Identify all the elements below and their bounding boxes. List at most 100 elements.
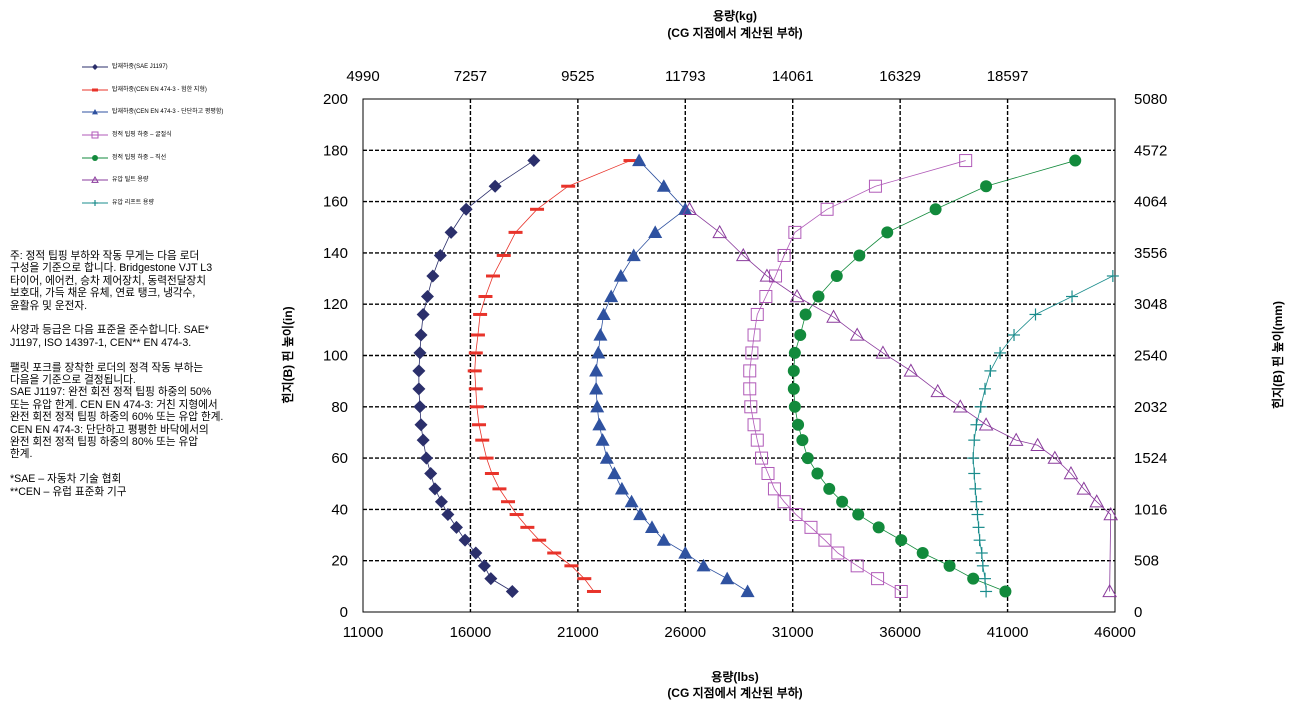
data-point (420, 290, 434, 304)
right-tick-label: 4064 (1134, 194, 1167, 211)
series-layer (412, 153, 1119, 598)
data-point (589, 381, 604, 395)
top-tick-label: 4990 (346, 68, 379, 85)
top-tick-label: 14061 (772, 68, 814, 85)
data-point (428, 482, 442, 496)
right-tick-label: 1524 (1134, 450, 1167, 467)
bottom-tick-label: 31000 (772, 624, 814, 641)
data-point (777, 495, 791, 509)
series-line (793, 160, 1076, 592)
data-point (1063, 465, 1079, 480)
series-4 (743, 154, 973, 598)
data-point (747, 418, 761, 432)
legend-swatch (82, 176, 108, 184)
data-point (787, 364, 800, 377)
data-point (967, 452, 980, 465)
data-point (624, 494, 639, 508)
legend-label: 탑재하중(CEN EN 474-3 - 험한 지형) (112, 86, 207, 93)
data-point (744, 400, 758, 414)
top-axis-title-line1: 용량(kg) (713, 8, 757, 23)
data-point (747, 328, 761, 342)
right-axis-title: 힌지(B) 핀 높이(mm) (1270, 301, 1285, 409)
note-paragraph-1: 주: 정적 팁핑 부하와 작동 무게는 다음 로더 구성을 기준으로 합니다. … (10, 250, 213, 312)
data-point (720, 571, 735, 585)
bottom-tick-label: 21000 (557, 624, 599, 641)
grid (362, 98, 1116, 613)
data-point (626, 248, 641, 262)
series-1 (412, 154, 541, 598)
left-tick-label: 20 (331, 553, 348, 570)
left-tick-label: 200 (323, 91, 348, 108)
top-tick-label: 9525 (561, 68, 594, 85)
right-tick-label: 2540 (1134, 348, 1167, 365)
data-point (735, 247, 751, 262)
data-point (596, 307, 611, 321)
data-point (759, 268, 775, 282)
left-tick-label: 100 (323, 348, 348, 365)
data-point (787, 382, 800, 395)
legend-item: 탑재하중(SAE J1197) (80, 56, 223, 79)
right-tick-label: 2032 (1134, 399, 1167, 416)
legend-swatch (82, 131, 108, 139)
data-point (980, 585, 993, 598)
data-point (613, 268, 628, 282)
data-point (449, 520, 463, 534)
data-point (971, 508, 984, 521)
bottom-axis-title-line2: (CG 지점에서 계산된 부하) (667, 685, 802, 700)
data-point (994, 346, 1007, 359)
series-3 (589, 153, 755, 598)
data-point (872, 521, 885, 534)
note-paragraph-2: 사양과 등급은 다음 표준을 준수합니다. SAE* J1197, ISO 14… (10, 324, 209, 349)
data-point (975, 547, 988, 560)
data-point (424, 466, 438, 480)
left-tick-label: 0 (340, 604, 348, 621)
data-point (416, 307, 430, 321)
legend-marker (92, 154, 98, 161)
data-point (761, 466, 775, 480)
left-tick-label: 160 (323, 194, 348, 211)
data-point (644, 520, 659, 533)
data-point (868, 179, 882, 193)
legend-swatch (82, 199, 108, 206)
data-point (599, 451, 614, 464)
data-point (426, 269, 440, 283)
data-point (794, 328, 807, 341)
data-point (750, 433, 764, 447)
data-point (811, 467, 824, 480)
data-point (477, 559, 491, 573)
data-point (1047, 450, 1063, 464)
data-point (1069, 154, 1082, 167)
data-point (441, 508, 455, 522)
data-point (820, 202, 834, 216)
data-point (759, 290, 773, 304)
data-point (801, 452, 814, 465)
data-point (1102, 583, 1117, 598)
data-point (799, 308, 812, 321)
data-point (743, 364, 757, 378)
right-tick-label: 3556 (1134, 245, 1167, 262)
right-tick-label: 4572 (1134, 142, 1167, 159)
data-point (973, 534, 986, 547)
legend-label: 정적 팁핑 하중 – 굴절식 (112, 132, 172, 139)
legend-swatch (82, 64, 108, 71)
data-point (632, 153, 647, 167)
bottom-tick-label: 46000 (1094, 624, 1136, 641)
left-tick-label: 180 (323, 142, 348, 159)
data-point (696, 558, 711, 572)
data-point (943, 559, 956, 572)
data-point (796, 434, 809, 447)
data-point (788, 225, 802, 239)
data-point (1066, 290, 1079, 303)
data-point (881, 226, 894, 239)
top-tick-label: 11793 (665, 68, 706, 85)
left-tick-label: 60 (331, 450, 348, 467)
data-point (607, 466, 622, 480)
bottom-tick-label: 26000 (664, 624, 706, 641)
data-point (434, 495, 448, 509)
data-point (413, 346, 427, 360)
bottom-axis-title-line1: 용량(lbs) (711, 669, 758, 684)
bottom-tick-label: 36000 (879, 624, 921, 641)
data-point (712, 224, 728, 239)
data-point (789, 508, 803, 522)
data-point (929, 203, 942, 216)
